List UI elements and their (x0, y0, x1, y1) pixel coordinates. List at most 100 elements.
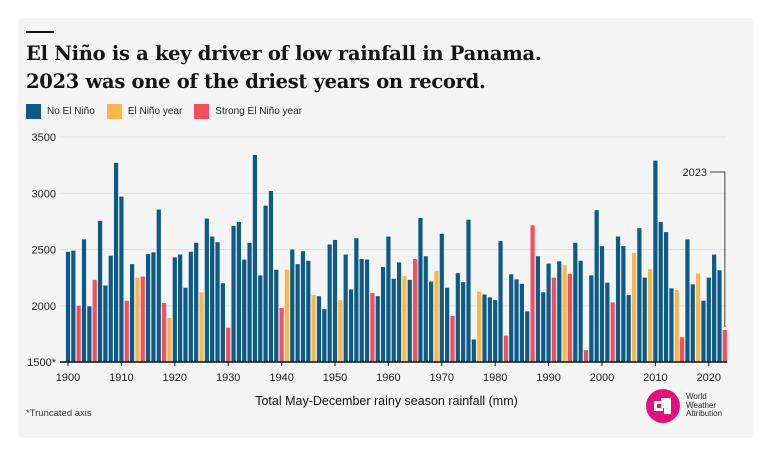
legend-item-strong-el-nino: Strong El Niño year (194, 104, 302, 119)
bar-1945 (306, 260, 311, 362)
bar-1987 (530, 225, 535, 362)
bar-2013 (669, 288, 674, 362)
bar-1986 (525, 311, 530, 362)
bar-1930 (226, 327, 231, 362)
bar-1918 (162, 302, 167, 362)
bar-1996 (578, 260, 583, 362)
bar-1953 (348, 289, 354, 362)
x-tick-label: 1990 (536, 372, 560, 384)
bar-1970 (439, 233, 444, 362)
bar-1913 (135, 277, 140, 362)
bar-2008 (642, 277, 647, 362)
bar-1976 (471, 339, 476, 362)
bar-1980 (493, 300, 498, 362)
y-tick-label: 2000 (32, 301, 56, 313)
x-tick-label: 2000 (590, 372, 614, 384)
bar-1969 (434, 270, 439, 362)
bar-1981 (498, 241, 503, 362)
bar-1965 (413, 259, 418, 362)
chart-panel (18, 18, 753, 438)
logo-line: World (686, 392, 707, 402)
bar-1903 (81, 239, 87, 362)
legend-label: El Niño year (127, 106, 183, 117)
bar-1900 (65, 251, 71, 362)
bar-2006 (631, 252, 637, 362)
bar-1989 (541, 292, 546, 362)
x-tick-label: 2010 (643, 372, 667, 384)
bar-1923 (188, 251, 193, 362)
bar-1983 (509, 274, 514, 362)
bar-1944 (300, 251, 306, 362)
bar-1917 (156, 209, 161, 362)
bar-1905 (92, 279, 97, 362)
bar-1959 (380, 266, 386, 362)
bar-1955 (359, 259, 364, 362)
wwa-logo-text: World Weather Attribution (686, 393, 722, 419)
bar-1973 (455, 273, 460, 362)
bar-1960 (386, 236, 391, 362)
bar-1952 (343, 254, 348, 362)
x-tick-label: 1920 (163, 372, 187, 384)
bar-2017 (690, 284, 695, 362)
bar-2014 (674, 290, 679, 362)
legend-item-el-nino: El Niño year (106, 104, 183, 119)
bar-2001 (605, 282, 610, 362)
bar-1999 (594, 210, 599, 362)
bar-1975 (466, 219, 471, 362)
bar-1911 (124, 300, 129, 362)
bar-1990 (546, 263, 551, 362)
bar-2019 (701, 300, 706, 362)
bar-1909 (113, 162, 119, 362)
x-tick-label: 1910 (109, 372, 133, 384)
bar-1904 (87, 306, 92, 362)
bar-1908 (108, 255, 113, 362)
bar-1916 (151, 252, 156, 362)
bars (65, 155, 727, 362)
bar-2005 (626, 295, 631, 362)
bar-2002 (610, 302, 615, 362)
annotation-2023: 2023 (683, 167, 726, 327)
y-tick-label: 1500* (27, 357, 56, 369)
logo-line: Attribution (686, 409, 723, 419)
bar-1979 (487, 297, 492, 362)
title-rule (26, 31, 54, 33)
bar-1929 (220, 283, 225, 362)
bar-1914 (140, 276, 145, 362)
bar-2015 (680, 337, 685, 362)
bar-1915 (146, 254, 151, 362)
bar-1940 (279, 308, 284, 362)
bar-1920 (172, 257, 177, 362)
bar-1934 (247, 242, 252, 362)
bar-1958 (375, 296, 380, 362)
legend-item-no-el-nino: No El Niño (26, 104, 95, 119)
bar-1902 (76, 305, 81, 362)
bar-1995 (573, 242, 578, 362)
bar-1928 (215, 242, 220, 362)
legend-swatch (194, 104, 210, 119)
legend-swatch (26, 104, 41, 119)
bar-1977 (477, 291, 482, 362)
x-tick-label: 1900 (56, 372, 80, 384)
bar-1939 (274, 269, 279, 362)
bar-1961 (391, 278, 396, 362)
bar-1972 (450, 315, 455, 362)
bar-1919 (167, 318, 172, 362)
bar-2012 (663, 232, 669, 362)
bar-1935 (252, 155, 257, 362)
x-tick-label: 2020 (697, 372, 721, 384)
bar-1993 (562, 265, 567, 362)
bar-1963 (402, 275, 407, 362)
bar-1951 (338, 300, 343, 362)
bar-2007 (637, 228, 642, 362)
title-line-1: El Niño is a key driver of low rainfall … (26, 42, 542, 65)
bar-1901 (71, 250, 76, 362)
bar-1988 (535, 256, 541, 362)
bar-2018 (696, 273, 701, 362)
bar-1978 (482, 294, 487, 362)
bar-2023 (722, 329, 727, 362)
title-line-2: 2023 was one of the driest years on reco… (26, 70, 486, 93)
bar-1949 (327, 244, 332, 362)
logo-line: Weather (686, 400, 717, 410)
bar-2021 (712, 254, 717, 362)
